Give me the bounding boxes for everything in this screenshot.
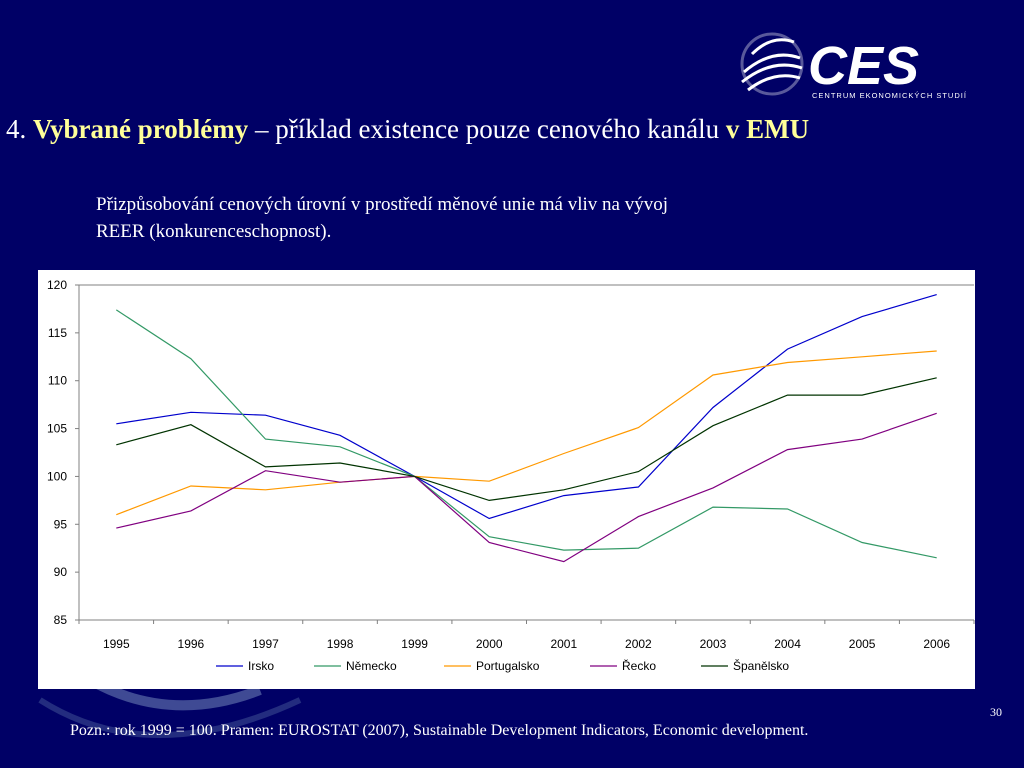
x-tick-label: 2000 — [476, 637, 503, 651]
legend-label: Portugalsko — [476, 659, 540, 673]
legend-label: Irsko — [248, 659, 274, 673]
x-tick-label: 1998 — [327, 637, 354, 651]
series-line-německo — [115, 309, 937, 559]
y-tick-label: 95 — [54, 517, 68, 531]
title-number: 4. — [6, 114, 27, 144]
title-middle: – příklad existence pouze cenového kanál… — [255, 114, 720, 144]
y-tick-label: 90 — [54, 565, 68, 579]
x-tick-label: 2002 — [625, 637, 652, 651]
page-number: 30 — [990, 705, 1002, 719]
y-tick-label: 115 — [48, 326, 67, 340]
title-bold-end: v EMU — [725, 114, 810, 144]
x-tick-label: 2001 — [550, 637, 577, 651]
x-tick-label: 1999 — [401, 637, 428, 651]
subtitle-line-2: REER (konkurenceschopnost). — [96, 221, 332, 242]
y-tick-label: 110 — [48, 374, 67, 388]
series-line-španělsko — [116, 377, 937, 502]
x-tick-label: 2006 — [923, 637, 950, 651]
x-tick-label: 1997 — [252, 637, 279, 651]
title-bold-part: Vybrané problémy — [33, 114, 249, 144]
series-line-řecko — [116, 412, 937, 563]
y-tick-label: 100 — [47, 469, 67, 483]
ces-logo: CES CENTRUM EKONOMICKÝCH STUDIÍ — [738, 28, 978, 108]
legend-label: Řecko — [622, 658, 656, 673]
y-tick-label: 120 — [47, 278, 67, 292]
x-tick-label: 2005 — [849, 637, 876, 651]
series-line-portugalsko — [116, 350, 937, 516]
globe-icon — [740, 32, 804, 96]
subtitle-line-1: Přizpůsobování cenových úrovní v prostře… — [96, 194, 668, 215]
x-tick-label: 2003 — [700, 637, 727, 651]
chart-svg: 85 90 95 100 105 110 115 120 1995 1996 1997 1998 199… — [47, 278, 975, 673]
x-tick-label: 2004 — [774, 637, 801, 651]
legend-label: Španělsko — [733, 658, 789, 673]
y-tick-label: 85 — [54, 613, 68, 627]
subtitle: Přizpůsobování cenových úrovní v prostře… — [96, 191, 896, 245]
footnote: Pozn.: rok 1999 = 100. Pramen: EUROSTAT … — [70, 722, 809, 739]
series-line-irsko — [116, 294, 937, 520]
logo-subtext: CENTRUM EKONOMICKÝCH STUDIÍ — [812, 91, 967, 100]
legend-label: Německo — [346, 659, 397, 673]
y-tick-label: 105 — [47, 422, 67, 436]
reer-chart: 85 90 95 100 105 110 115 120 1995 1996 1997 1998 199… — [38, 270, 975, 689]
x-tick-label: 1995 — [103, 637, 130, 651]
x-tick-label: 1996 — [178, 637, 205, 651]
logo-text: CES — [808, 36, 919, 96]
slide-title: 4. Vybrané problémy – příklad existence … — [6, 114, 1021, 145]
